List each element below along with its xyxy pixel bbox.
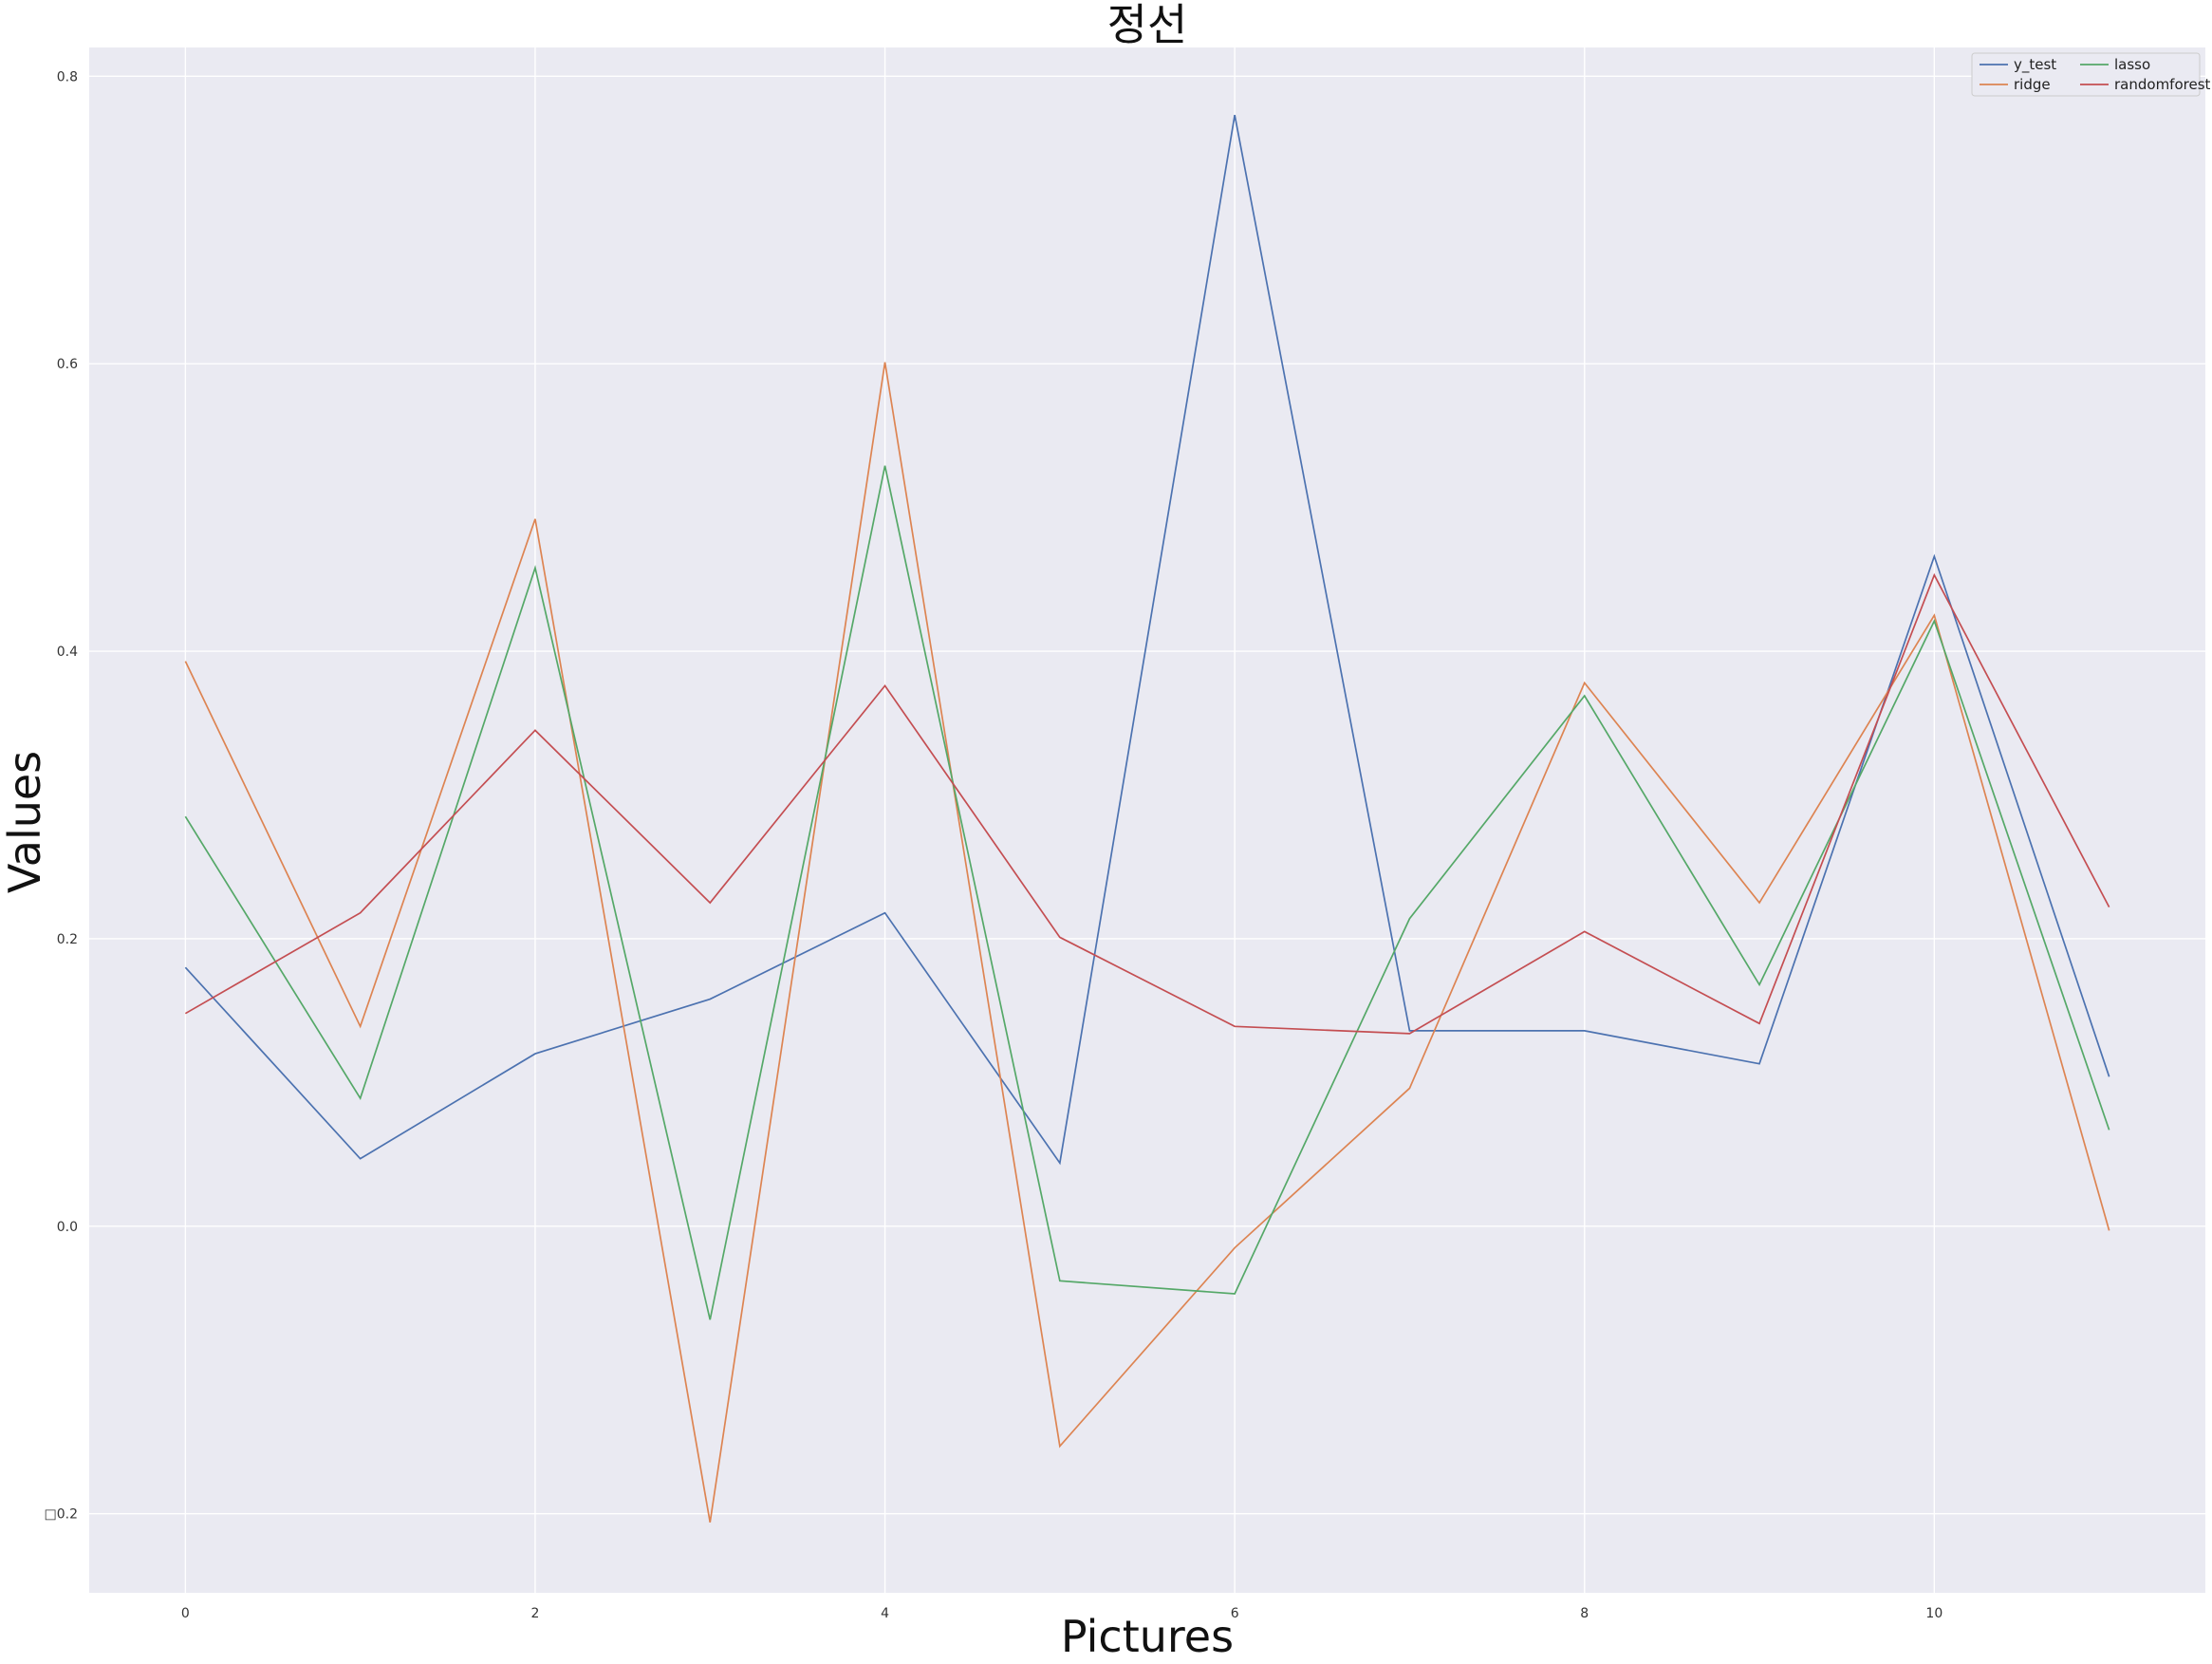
series-line-ridge: [184, 362, 2110, 1523]
series-line-lasso: [184, 465, 2110, 1320]
tick-labels: 0 2 4 6 8 10 □0.2 0.0 0.2 0.4 0.6 0.8: [45, 69, 1943, 1621]
x-tick-label: 6: [1231, 1606, 1239, 1621]
legend-label-lasso: lasso: [2114, 56, 2150, 73]
y-tick-label: 0.6: [57, 357, 78, 372]
chart-title: 정선: [1107, 0, 1188, 50]
grid: [89, 47, 2205, 1593]
legend-box: [1971, 52, 2201, 97]
legend-label-y_test: y_test: [2014, 56, 2056, 74]
y-tick-label: □0.2: [45, 1507, 79, 1523]
series-line-y_test: [184, 115, 2110, 1166]
y-axis-label: Values: [0, 751, 50, 893]
x-tick-label: 8: [1580, 1606, 1589, 1621]
x-tick-label: 2: [530, 1606, 539, 1621]
x-axis-label: Pictures: [1061, 1611, 1234, 1662]
legend-label-randomforest: randomforest: [2114, 76, 2211, 93]
legend-label-ridge: ridge: [2014, 76, 2051, 93]
y-tick-label: 0.2: [57, 932, 78, 947]
y-tick-label: 0.8: [57, 69, 78, 84]
plot-background: [89, 47, 2205, 1593]
y-tick-label: 0.0: [57, 1220, 78, 1235]
x-tick-label: 0: [181, 1606, 190, 1621]
series-line-randomforest: [184, 572, 2110, 1035]
x-tick-label: 10: [1925, 1606, 1942, 1621]
y-tick-label: 0.4: [57, 645, 78, 660]
series-lines: [184, 115, 2110, 1523]
x-tick-label: 4: [881, 1606, 889, 1621]
